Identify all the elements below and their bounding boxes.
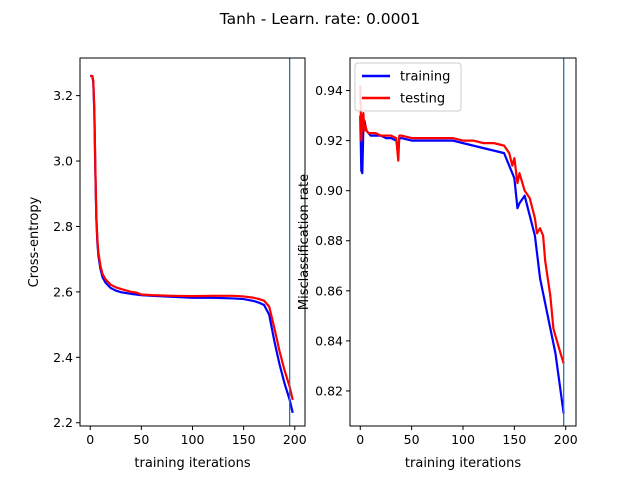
y-tick-label: 2.2 [53, 415, 73, 430]
x-axis-label: training iterations [405, 456, 521, 471]
figure-title: Tanh - Learn. rate: 0.0001 [219, 10, 421, 28]
legend: training testing [354, 62, 462, 112]
x-tick-label: 0 [86, 432, 94, 447]
y-axis-label: Misclassification rate [297, 174, 312, 310]
y-tick-label: 0.88 [315, 233, 343, 248]
y-tick-label: 0.82 [315, 383, 343, 398]
legend-label-testing: testing [400, 92, 445, 107]
y-tick-label: 3.0 [53, 154, 73, 169]
axes-frame [349, 57, 577, 427]
misclassification-chart: 0 50 100 150 200 0.82 0.84 0.86 0.88 0.90 0.92 0.94… [297, 57, 578, 471]
y-tick-label: 2.8 [53, 219, 73, 234]
x-tick-label: 200 [554, 432, 578, 447]
x-tick-label: 50 [404, 432, 420, 447]
axes-frame [79, 57, 306, 427]
x-tick-label: 50 [133, 432, 149, 447]
y-tick-label: 0.86 [315, 283, 343, 298]
x-tick-label: 0 [356, 432, 364, 447]
x-axis-label: training iterations [134, 456, 250, 471]
y-axis-label: Cross-entropy [27, 196, 42, 287]
legend-label-training: training [400, 70, 450, 85]
y-tick-label: 0.94 [315, 83, 343, 98]
y-tick-label: 0.84 [315, 333, 343, 348]
y-tick-label: 2.4 [53, 350, 73, 365]
series-line-series-0 [90, 74, 294, 414]
x-tick-label: 200 [283, 432, 307, 447]
x-tick-label: 100 [451, 432, 475, 447]
y-tick-label: 0.90 [315, 183, 343, 198]
y-tick-label: 3.2 [53, 88, 73, 103]
x-tick-label: 150 [502, 432, 526, 447]
series-line-testing [359, 85, 565, 364]
x-tick-label: 100 [181, 432, 205, 447]
series-line-series-1 [90, 74, 294, 401]
y-tick-label: 2.6 [53, 284, 73, 299]
cross-entropy-chart: 0 50 100 150 200 2.2 2.4 2.6 2.8 3.0 3.2 training i… [27, 57, 307, 471]
y-tick-label: 0.92 [315, 133, 343, 148]
x-tick-label: 150 [232, 432, 256, 447]
series-line-training [359, 115, 565, 414]
